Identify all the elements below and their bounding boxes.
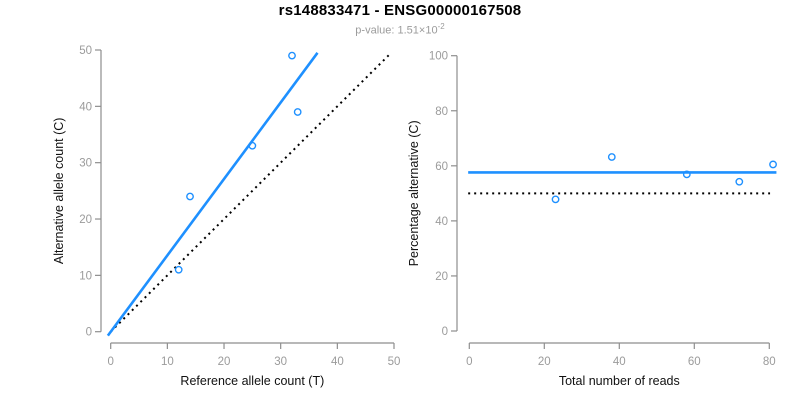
- data-point: [174, 265, 183, 274]
- right-plot: 0 20 40 60 80 0 20 40 60 80 100 Total number of rea…: [407, 51, 777, 388]
- x-tick-label: 50: [388, 356, 401, 368]
- left-plot: 0 10 20 30 40 50 0 10 20 30 40 50 Reference allele c…: [52, 45, 400, 388]
- data-point: [248, 141, 257, 150]
- data-point: [769, 160, 777, 169]
- y-tick-label: 100: [429, 51, 448, 63]
- y-tick-label: 10: [79, 270, 92, 282]
- y-tick-label: 50: [79, 45, 92, 57]
- data-point: [682, 170, 691, 179]
- y-tick-label: 40: [435, 216, 448, 228]
- x-tick-label: 0: [107, 356, 113, 368]
- x-tick-label: 60: [688, 356, 701, 368]
- data-point: [607, 153, 616, 161]
- subtitle-exponent: -2: [437, 22, 445, 31]
- x-tick-label: 10: [161, 356, 174, 368]
- chart-subtitle: p-value: 1.51×10-2: [0, 22, 800, 37]
- x-axis-title: Total number of reads: [559, 374, 680, 388]
- x-tick-label: 20: [218, 356, 231, 368]
- y-axis-title: Alternative allele count (C): [52, 118, 66, 265]
- subtitle-pvalue-text: p-value: 1.51×10: [355, 24, 438, 37]
- data-point: [288, 51, 296, 60]
- data-point: [293, 108, 302, 116]
- x-tick-label: 40: [613, 356, 626, 368]
- x-tick-label: 0: [466, 356, 472, 368]
- y-axis-title: Percentage alternative (C): [407, 120, 421, 266]
- x-tick-label: 20: [538, 356, 551, 368]
- y-tick-label: 20: [79, 214, 92, 226]
- regression-line: [106, 52, 319, 337]
- y-tick-label: 0: [86, 327, 92, 339]
- y-tick-label: 80: [435, 106, 448, 118]
- y-tick-label: 30: [79, 158, 92, 170]
- y-tick-label: 40: [79, 101, 92, 113]
- data-point: [186, 192, 194, 201]
- x-tick-label: 40: [331, 356, 344, 368]
- data-point: [735, 177, 744, 186]
- chart-title: rs148833471 - ENSG00000167508: [278, 2, 522, 19]
- y-tick-label: 0: [442, 326, 448, 338]
- identity-line: [109, 52, 392, 333]
- x-tick-label: 30: [274, 356, 287, 368]
- x-tick-label: 80: [763, 356, 776, 368]
- y-tick-label: 60: [435, 161, 448, 173]
- x-axis-title: Reference allele count (T): [180, 374, 324, 388]
- y-tick-label: 20: [435, 271, 448, 283]
- data-point: [551, 195, 560, 204]
